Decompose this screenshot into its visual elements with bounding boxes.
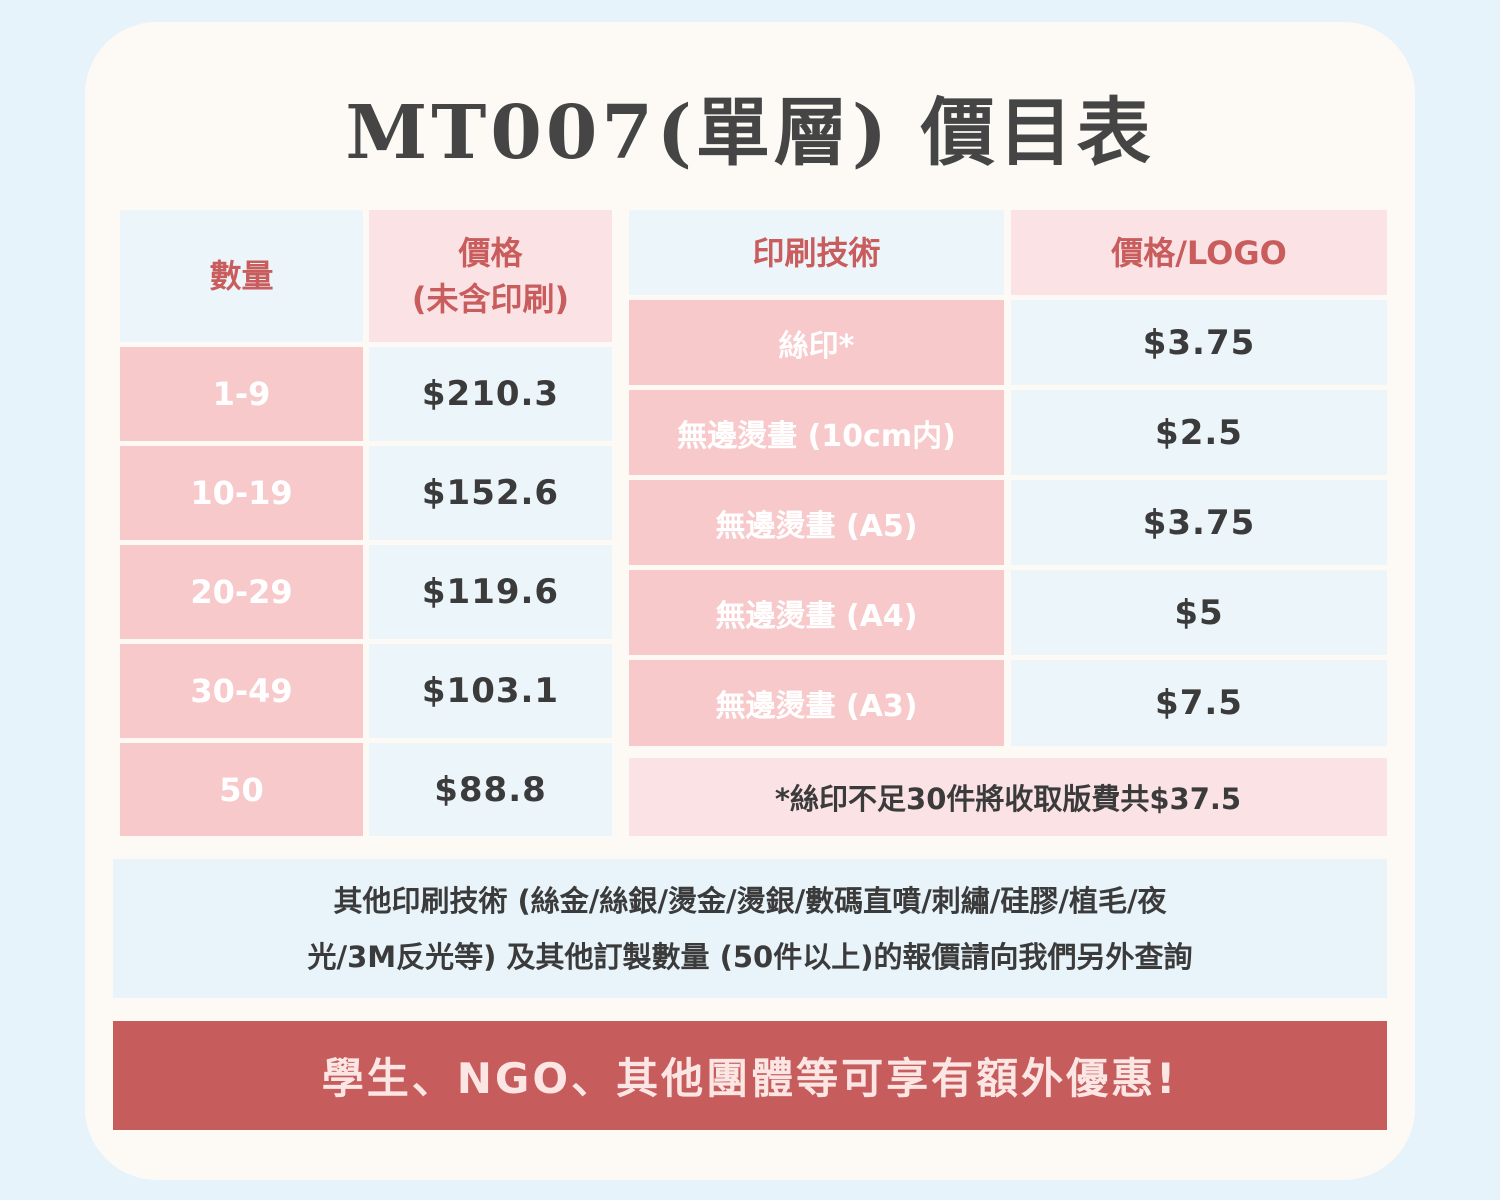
logo-price-cell: $2.5 xyxy=(1011,390,1387,475)
note-line: 光/3M反光等) 及其他訂製數量 (50件以上)的報價請向我們另外查詢 xyxy=(307,940,1193,974)
price-cell: $119.6 xyxy=(369,545,612,639)
qty-cell: 1-9 xyxy=(120,347,363,441)
logo-price-cell: $3.75 xyxy=(1011,480,1387,565)
price-header-sublabel: (未含印刷) xyxy=(411,280,570,318)
price-cell: $152.6 xyxy=(369,446,612,540)
logo-price-cell: $7.5 xyxy=(1011,660,1387,746)
other-techniques-note: 其他印刷技術 (絲金/絲銀/燙金/燙銀/數碼直噴/刺繡/硅膠/植毛/夜 光/3M… xyxy=(113,859,1387,998)
tech-cell: 無邊燙畫 (A4) xyxy=(629,570,1004,655)
tech-cell: 絲印* xyxy=(629,300,1004,385)
discount-banner: 學生、NGO、其他團體等可享有額外優惠! xyxy=(113,1021,1387,1130)
silkscreen-footnote: *絲印不足30件將收取版費共$37.5 xyxy=(629,758,1387,836)
tech-header: 印刷技術 xyxy=(629,210,1004,295)
qty-header-label: 數量 xyxy=(209,257,274,295)
price-cell: $103.1 xyxy=(369,644,612,738)
logo-price-cell: $3.75 xyxy=(1011,300,1387,385)
note-line: 其他印刷技術 (絲金/絲銀/燙金/燙銀/數碼直噴/刺繡/硅膠/植毛/夜 xyxy=(333,884,1167,918)
qty-cell: 30-49 xyxy=(120,644,363,738)
tech-cell: 無邊燙畫 (A3) xyxy=(629,660,1004,746)
qty-cell: 20-29 xyxy=(120,545,363,639)
qty-cell: 50 xyxy=(120,743,363,836)
qty-header: 數量 xyxy=(120,210,363,342)
price-cell: $88.8 xyxy=(369,743,612,836)
price-header: 價格 (未含印刷) xyxy=(369,210,612,342)
page-title: MT007(單層) 價目表 xyxy=(345,90,1155,176)
qty-cell: 10-19 xyxy=(120,446,363,540)
logo-price-cell: $5 xyxy=(1011,570,1387,655)
discount-banner-text: 學生、NGO、其他團體等可享有額外優惠! xyxy=(321,1054,1179,1103)
price-header-label: 價格 xyxy=(458,234,523,272)
tech-cell: 無邊燙畫 (10cm内) xyxy=(629,390,1004,475)
tech-cell: 無邊燙畫 (A5) xyxy=(629,480,1004,565)
logo-price-header: 價格/LOGO xyxy=(1011,210,1387,295)
price-cell: $210.3 xyxy=(369,347,612,441)
